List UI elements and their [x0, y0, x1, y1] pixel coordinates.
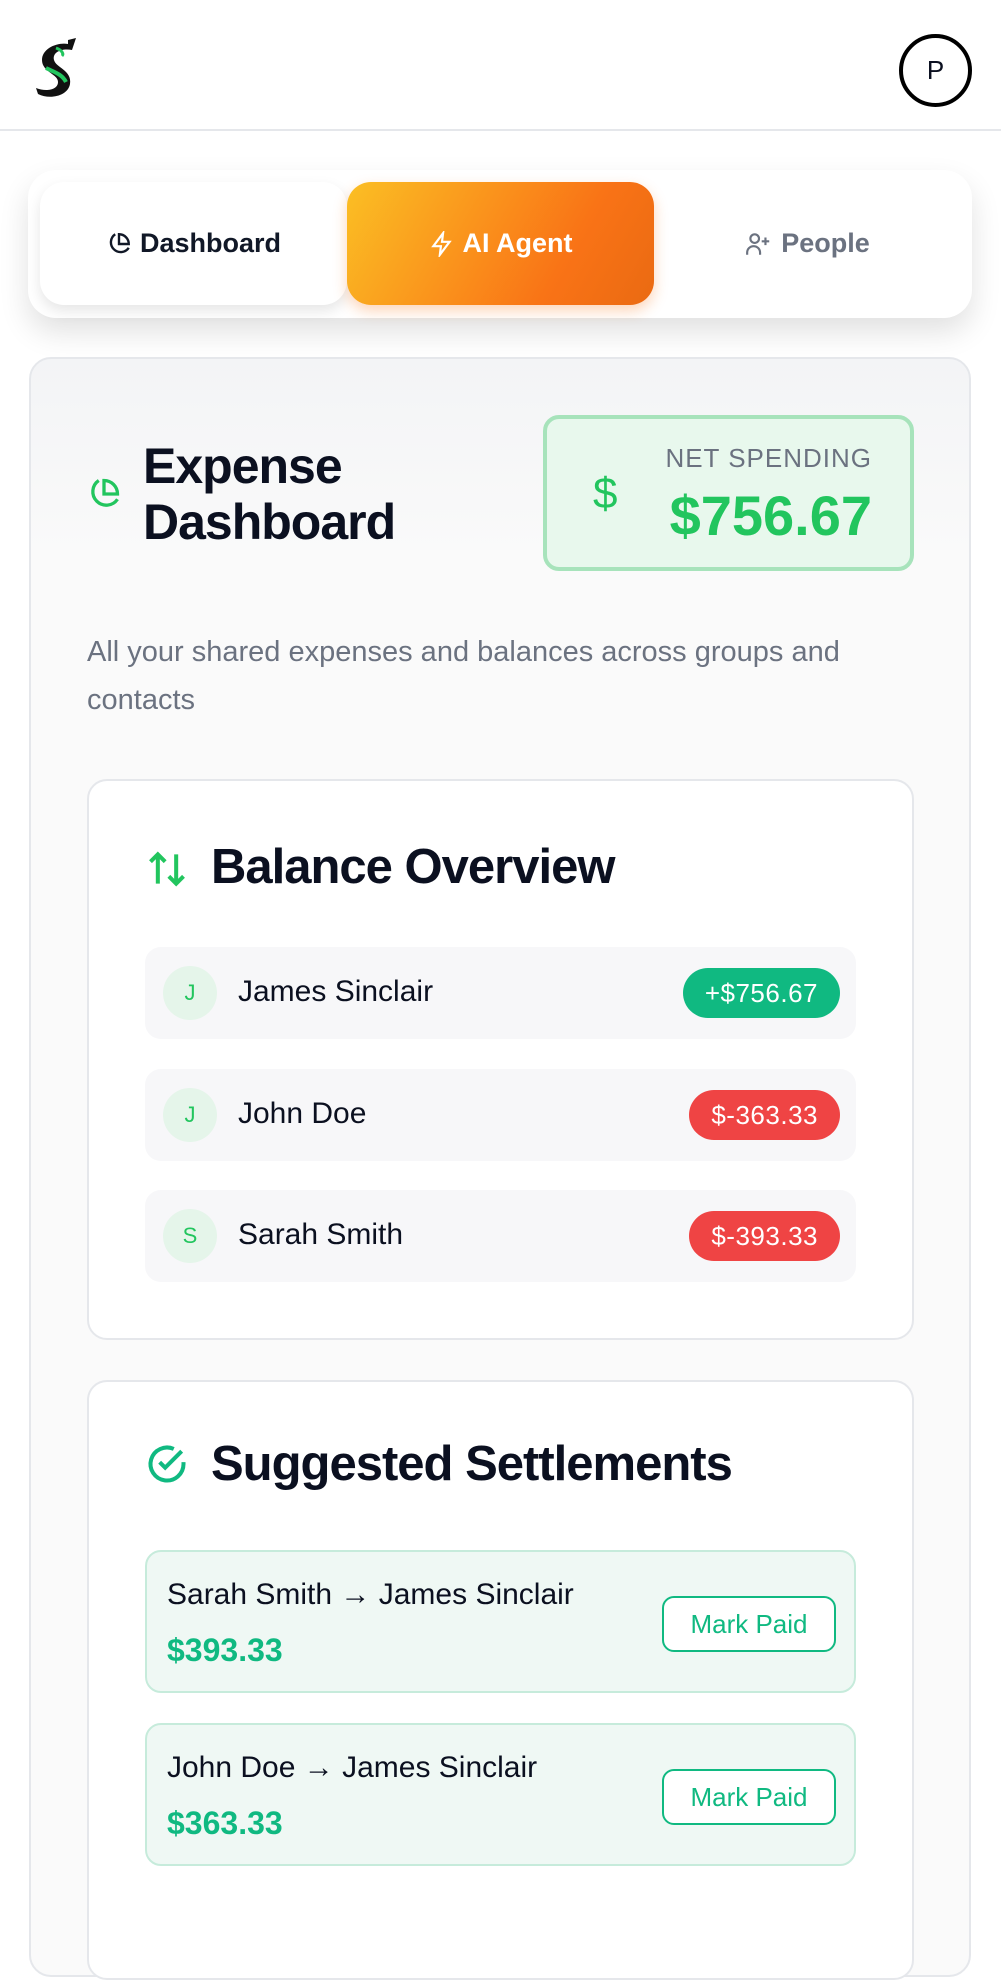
balance-row[interactable]: J John Doe $-363.33 — [145, 1069, 856, 1161]
pie-chart-icon — [91, 478, 120, 507]
page-title: Expense Dashboard — [143, 438, 396, 550]
net-spending-value: $756.67 — [669, 484, 872, 547]
settlement-amount: $393.33 — [167, 1632, 283, 1668]
settlement-parties: John Doe → James Sinclair — [167, 1751, 538, 1784]
mark-paid-button[interactable]: Mark Paid — [662, 1596, 836, 1652]
person-name: John Doe — [238, 1097, 367, 1130]
tab-dashboard[interactable]: Dashboard — [40, 182, 347, 305]
avatar-initial: P — [926, 55, 945, 85]
arrows-up-down-icon — [149, 851, 185, 887]
page-description: All your shared expenses and balances ac… — [87, 636, 840, 716]
lightning-icon — [430, 230, 452, 257]
balance-overview-title: Balance Overview — [211, 840, 615, 894]
tab-label: Dashboard — [139, 228, 282, 258]
settlements-title: Suggested Settlements — [211, 1437, 733, 1491]
settlement-amount: $363.33 — [167, 1805, 283, 1841]
net-spending-card: $ NET SPENDING $756.67 — [543, 415, 914, 571]
tab-ai-agent[interactable]: AI Agent — [347, 182, 654, 305]
main-tabs: Dashboard AI Agent People — [28, 170, 972, 318]
balance-badge: +$756.67 — [682, 968, 840, 1018]
avatar: S — [163, 1209, 217, 1263]
dollar-icon: $ — [593, 469, 618, 518]
person-name: James Sinclair — [238, 975, 434, 1008]
settlement-parties: Sarah Smith → James Sinclair — [167, 1578, 574, 1611]
tab-people[interactable]: People — [654, 182, 961, 305]
avatar: J — [163, 966, 217, 1020]
user-plus-icon — [746, 232, 770, 255]
profile-avatar-button[interactable]: P — [899, 34, 972, 107]
balance-badge: $-363.33 — [689, 1090, 840, 1140]
balance-overview-card: Balance Overview J James Sinclair +$756.… — [87, 779, 914, 1340]
suggested-settlements-card: Suggested Settlements Sarah Smith → Jame… — [87, 1380, 914, 1980]
balance-row[interactable]: S Sarah Smith $-393.33 — [145, 1190, 856, 1282]
check-circle-icon — [148, 1445, 186, 1483]
net-spending-label: NET SPENDING — [665, 443, 872, 473]
avatar: J — [163, 1088, 217, 1142]
app-header: P — [0, 0, 1001, 131]
settlement-row: John Doe → James Sinclair $363.33 Mark P… — [145, 1723, 856, 1866]
settlement-row: Sarah Smith → James Sinclair $393.33 Mar… — [145, 1550, 856, 1693]
tab-label: AI Agent — [462, 228, 573, 258]
mark-paid-button[interactable]: Mark Paid — [662, 1769, 836, 1825]
pie-chart-icon — [109, 232, 130, 253]
person-name: Sarah Smith — [238, 1218, 404, 1251]
app-logo[interactable] — [32, 38, 80, 100]
balance-row[interactable]: J James Sinclair +$756.67 — [145, 947, 856, 1039]
balance-badge: $-393.33 — [689, 1211, 840, 1261]
tab-label: People — [781, 228, 870, 258]
